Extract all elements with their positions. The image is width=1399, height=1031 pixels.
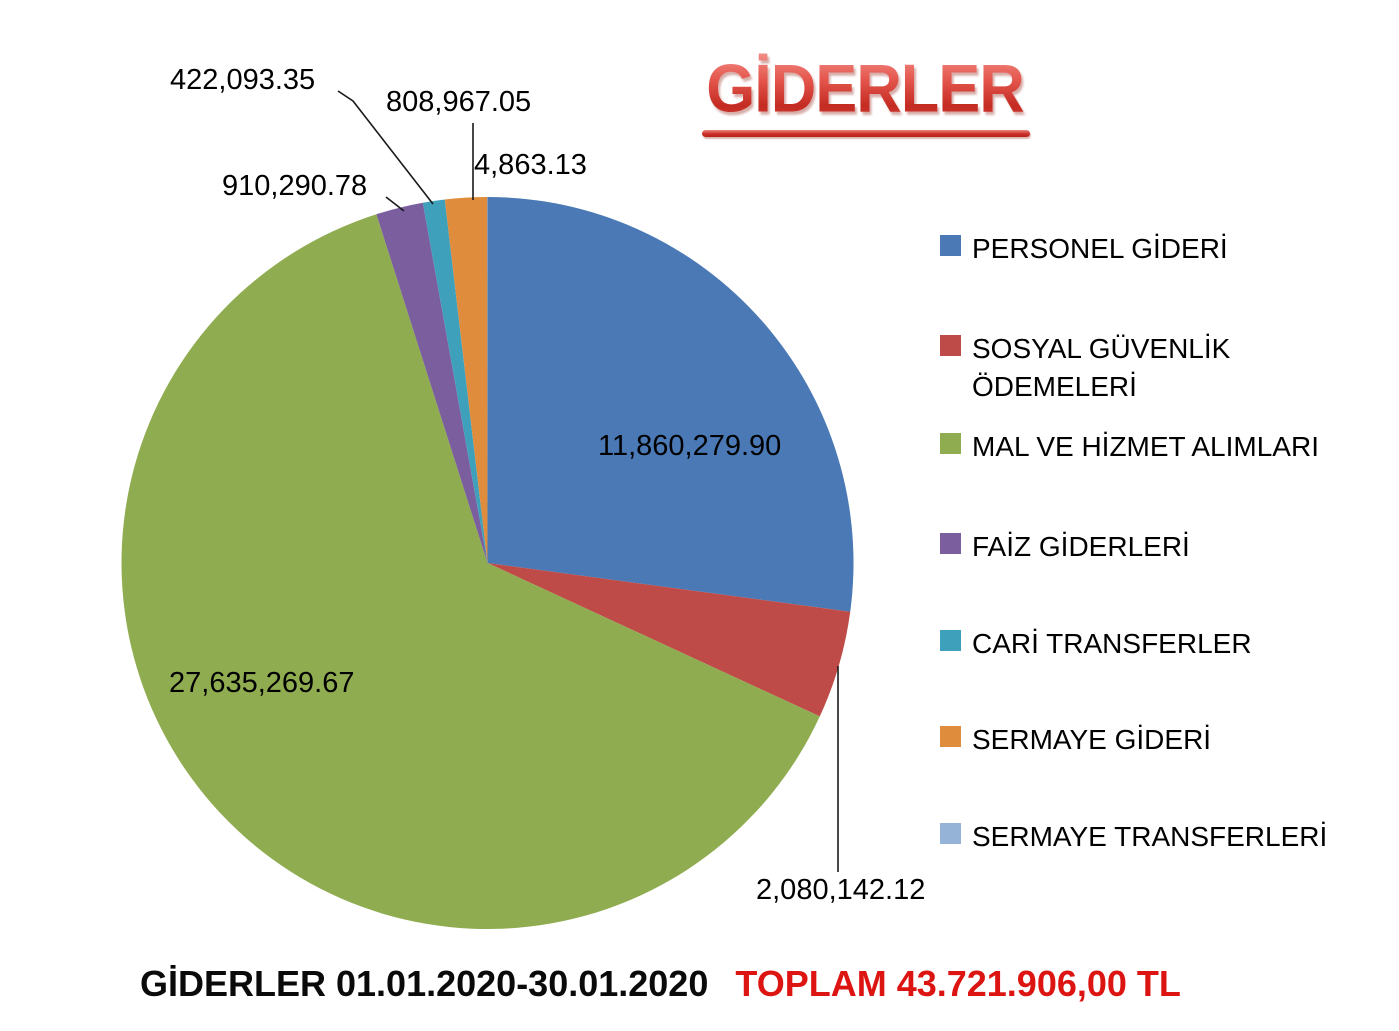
value-label-cari-transferler: 422,093.35	[170, 64, 316, 96]
legend-swatch-mal-ve-hizmet	[940, 433, 961, 454]
chart-title-text: GİDERLER	[706, 51, 1025, 127]
legend-label-cari-transferler: CARİ TRANSFERLER	[972, 628, 1252, 659]
pie-slices-group	[121, 197, 854, 929]
legend-item-faiz-giderleri: FAİZ GİDERLERİ	[940, 528, 1190, 566]
value-label-personel-gideri: 11,860,279.90	[598, 430, 782, 462]
leader-line-cari-transferler	[337, 90, 434, 205]
legend-swatch-sermaye-gideri	[940, 726, 961, 747]
legend-label-mal-ve-hizmet: MAL VE HİZMET ALIMLARI	[972, 431, 1319, 462]
footer: GİDERLER 01.01.2020-30.01.2020 TOPLAM 43…	[140, 963, 1181, 1005]
pie-slice-cari-transferler	[422, 199, 488, 564]
pie-slice-mal-ve-hizmet	[121, 214, 820, 929]
legend-swatch-sosyal-guvenlik	[940, 335, 961, 356]
value-label-sermaye-transferleri: 4,863.13	[474, 149, 587, 181]
legend-label-sermaye-gideri: SERMAYE GİDERİ	[972, 724, 1212, 755]
pie-slice-sosyal-guvenlik	[487, 563, 851, 717]
footer-total: TOPLAM 43.721.906,00 TL	[735, 963, 1181, 1004]
value-label-mal-ve-hizmet: 27,635,269.67	[169, 667, 355, 699]
leader-lines-group	[337, 90, 839, 872]
legend-item-sermaye-transferleri: SERMAYE TRANSFERLERİ	[940, 818, 1327, 856]
legend-item-sosyal-guvenlik: SOSYAL GÜVENLİK ÖDEMELERİ	[940, 330, 1272, 406]
legend-label-faiz-giderleri: FAİZ GİDERLERİ	[972, 531, 1190, 562]
legend-swatch-sermaye-transferleri	[940, 823, 961, 844]
legend-item-sermaye-gideri: SERMAYE GİDERİ	[940, 721, 1211, 759]
legend-swatch-personel-gideri	[940, 235, 961, 256]
chart-title: GİDERLER	[697, 50, 1033, 127]
legend-item-cari-transferler: CARİ TRANSFERLER	[940, 625, 1252, 663]
legend-item-personel-gideri: PERSONEL GİDERİ	[940, 230, 1228, 268]
legend-swatch-faiz-giderleri	[940, 533, 961, 554]
value-label-sosyal-guvenlik: 2,080,142.12	[756, 874, 926, 906]
value-label-faiz-giderleri: 910,290.78	[222, 170, 368, 202]
pie-slice-faiz-giderleri	[376, 202, 488, 564]
legend-label-personel-gideri: PERSONEL GİDERİ	[972, 233, 1228, 264]
footer-period: GİDERLER 01.01.2020-30.01.2020	[140, 963, 709, 1004]
pie-slice-sermaye-gideri	[444, 197, 488, 563]
legend-label-sermaye-transferleri: SERMAYE TRANSFERLERİ	[972, 821, 1328, 852]
legend-item-mal-ve-hizmet: MAL VE HİZMET ALIMLARI	[940, 428, 1319, 466]
leader-line-faiz-giderleri	[385, 196, 405, 212]
pie-slice-personel-gideri	[487, 197, 854, 612]
title-underline	[702, 130, 1030, 137]
value-label-sermaye-gideri: 808,967.05	[386, 86, 532, 118]
legend-label-sosyal-guvenlik: SOSYAL GÜVENLİK ÖDEMELERİ	[972, 333, 1231, 403]
legend-swatch-cari-transferler	[940, 630, 961, 651]
